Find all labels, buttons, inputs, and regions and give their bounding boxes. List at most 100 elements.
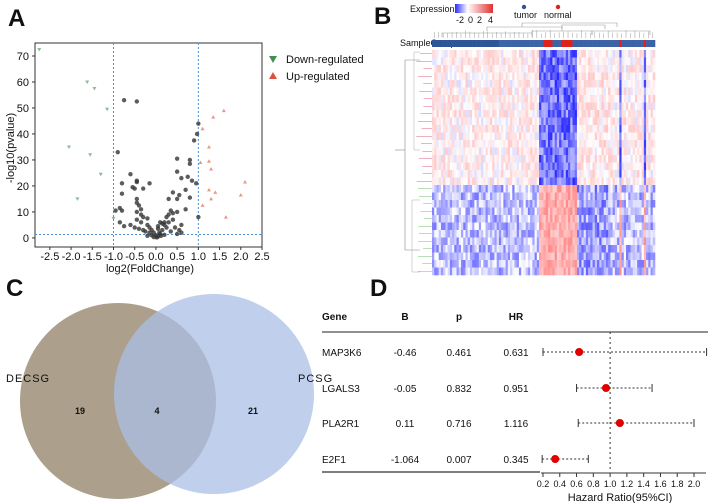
heatmap-cell xyxy=(478,65,482,73)
heatmap-cell xyxy=(623,267,627,276)
cell-p: 0.007 xyxy=(446,455,471,466)
heatmap-cell xyxy=(614,65,618,73)
heatmap-cell xyxy=(532,50,535,58)
heatmap-cell xyxy=(498,117,502,126)
heatmap-cell xyxy=(449,140,453,148)
heatmap-cell xyxy=(492,65,495,73)
heatmap-cell xyxy=(483,57,486,66)
heatmap-cell xyxy=(432,147,435,156)
ns-point xyxy=(162,232,167,237)
heatmap-cell xyxy=(481,230,484,238)
heatmap-cell xyxy=(617,125,620,133)
heatmap-cell xyxy=(443,50,446,58)
heatmap-cell xyxy=(467,65,471,73)
heatmap-cell xyxy=(440,72,444,81)
heatmap-cell xyxy=(619,237,622,246)
heatmap-cell xyxy=(456,215,460,223)
heatmap-cell xyxy=(632,140,636,148)
heatmap-cell xyxy=(510,162,513,171)
heatmap-cell xyxy=(432,65,435,73)
heatmap-cell xyxy=(597,237,600,246)
heatmap-cell xyxy=(496,162,500,171)
heatmap-cell xyxy=(554,72,558,81)
heatmap-cell xyxy=(494,200,497,208)
heatmap-cell xyxy=(621,132,625,141)
heatmap-cell xyxy=(454,230,457,238)
heatmap-cell xyxy=(449,80,453,88)
heatmap-cell xyxy=(641,267,645,276)
down-point xyxy=(75,197,80,201)
heatmap-cell xyxy=(605,57,609,66)
heatmap-cell xyxy=(552,87,555,96)
heatmap-cell xyxy=(650,80,654,88)
heatmap-cell xyxy=(501,102,504,111)
heatmap-cell xyxy=(572,65,576,73)
heatmap-cell xyxy=(599,222,602,231)
heatmap-cell xyxy=(552,252,555,261)
heatmap-cell xyxy=(643,87,647,96)
heatmap-cell xyxy=(465,237,468,246)
heatmap-cell xyxy=(634,230,638,238)
heatmap-cell xyxy=(603,65,607,73)
heatmap-cell xyxy=(458,147,462,156)
heatmap-cell xyxy=(539,192,542,201)
heatmap-cell xyxy=(460,102,464,111)
heatmap-cell xyxy=(579,140,582,148)
heatmap-cell xyxy=(628,260,631,268)
heatmap-cell xyxy=(454,147,457,156)
heatmap-cell xyxy=(605,267,609,276)
panel-letter-c: C xyxy=(6,275,23,302)
heatmap-cell xyxy=(469,200,473,208)
heatmap-cell xyxy=(454,72,457,81)
heatmap-cell xyxy=(501,260,504,268)
sample-group-cell xyxy=(603,40,607,47)
heatmap-cell xyxy=(438,140,442,148)
heatmap-cell xyxy=(556,147,560,156)
heatmap-cell xyxy=(532,237,535,246)
heatmap-cell xyxy=(605,200,609,208)
heatmap-cell xyxy=(498,147,502,156)
heatmap-cell xyxy=(556,215,560,223)
heatmap-cell xyxy=(565,102,569,111)
heatmap-cell xyxy=(456,155,460,163)
heatmap-cell xyxy=(523,252,526,261)
sample-group-cell xyxy=(626,40,629,47)
heatmap-cell xyxy=(481,185,484,193)
heatmap-cell xyxy=(485,95,489,103)
heatmap-cell xyxy=(436,267,439,276)
heatmap-cell xyxy=(554,245,558,253)
colorbar-tick: 2 xyxy=(477,15,482,25)
heatmap-cell xyxy=(467,192,471,201)
heatmap-cell xyxy=(610,155,613,163)
heatmap-cell xyxy=(518,117,522,126)
heatmap-cell xyxy=(568,200,571,208)
heatmap-cell xyxy=(510,72,513,81)
heatmap-cell xyxy=(652,192,656,201)
heatmap-cell xyxy=(648,177,651,186)
sample-group-cell xyxy=(639,40,642,47)
heatmap-cell xyxy=(501,110,504,118)
heatmap-cell xyxy=(637,72,640,81)
heatmap-cell xyxy=(585,50,589,58)
heatmap-cell xyxy=(570,140,573,148)
heatmap-cell xyxy=(634,132,638,141)
heatmap-cell xyxy=(443,245,446,253)
heatmap-cell xyxy=(487,57,491,66)
heatmap-cell xyxy=(518,162,522,171)
heatmap-cell xyxy=(563,192,567,201)
heatmap-cell xyxy=(641,185,645,193)
heatmap-cell xyxy=(563,230,567,238)
heatmap-cell xyxy=(438,192,442,201)
sample-group-cell xyxy=(554,40,558,47)
heatmap-cell xyxy=(516,252,520,261)
heatmap-cell xyxy=(641,162,645,171)
heatmap-cell xyxy=(621,192,625,201)
heatmap-cell xyxy=(447,155,451,163)
heatmap-cell xyxy=(503,200,506,208)
heatmap-cell xyxy=(494,192,497,201)
heatmap-cell xyxy=(492,192,495,201)
heatmap-cell xyxy=(563,72,567,81)
heatmap-cell xyxy=(525,110,529,118)
heatmap-cell xyxy=(592,260,596,268)
heatmap-cell xyxy=(465,170,468,178)
